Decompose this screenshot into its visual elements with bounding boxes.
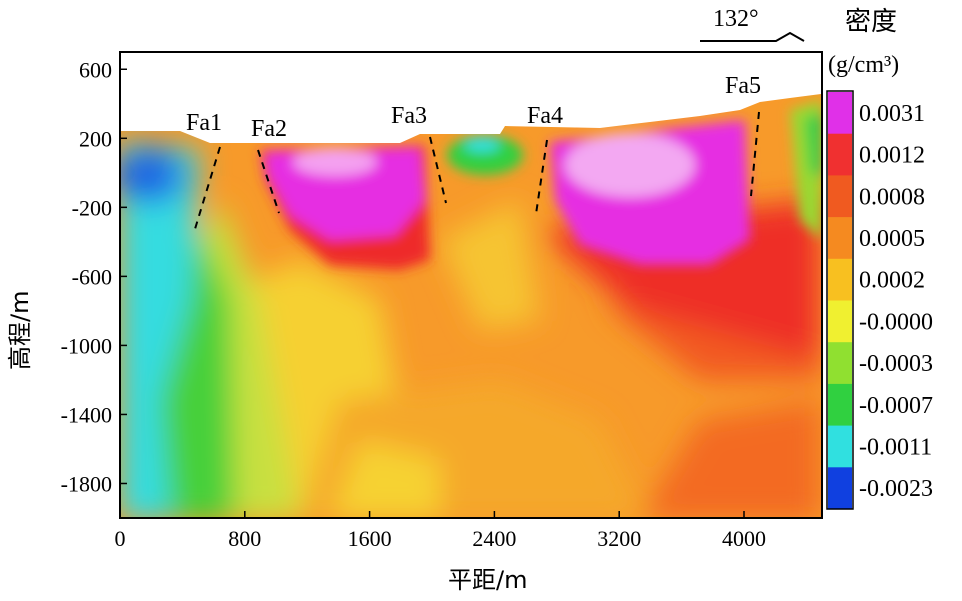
fault-fa2-label: Fa2 bbox=[251, 116, 287, 142]
x-axis: 0 800 1600 2400 3200 4000 bbox=[115, 511, 766, 551]
colorbar-tick-label: -0.0011 bbox=[859, 434, 932, 460]
colorbar-swatch bbox=[828, 342, 852, 385]
y-tick-label: -1400 bbox=[61, 402, 112, 427]
colorbar-tick-label: -0.0023 bbox=[859, 476, 933, 502]
y-axis: 600 200 -200 -600 -1000 -1400 -1800 bbox=[61, 57, 127, 496]
y-tick-label: -1800 bbox=[61, 471, 112, 496]
fault-fa5-label: Fa5 bbox=[725, 73, 761, 99]
colorbar-swatch bbox=[828, 133, 852, 176]
colorbar-tick-label: 0.0005 bbox=[859, 226, 925, 252]
colorbar-tick-label: 0.0008 bbox=[859, 184, 925, 210]
colorbar-tick-label: 0.0031 bbox=[859, 101, 925, 127]
x-axis-label: 平距/m bbox=[448, 566, 527, 594]
azimuth-indicator: 132° bbox=[700, 6, 805, 42]
colorbar-swatch bbox=[828, 217, 852, 260]
x-tick-label: 2400 bbox=[472, 526, 516, 551]
plot-frame bbox=[119, 51, 823, 519]
fault-fa3-line bbox=[429, 136, 447, 204]
x-tick-label: 800 bbox=[228, 526, 261, 551]
x-tick-label: 0 bbox=[115, 526, 126, 551]
fault-fa4-label: Fa4 bbox=[527, 103, 563, 129]
y-tick-label: 600 bbox=[79, 57, 112, 82]
colorbar: 密度 (g/cm³) 0.0031 0.0012 0.0008 0.0005 0.000… bbox=[826, 7, 933, 510]
colorbar-swatch bbox=[828, 92, 852, 135]
y-tick-label: 200 bbox=[79, 126, 112, 151]
direction-arrow-icon bbox=[700, 31, 805, 42]
azimuth-label: 132° bbox=[713, 6, 759, 32]
y-axis-label: 高程/m bbox=[6, 291, 34, 370]
fault-lines bbox=[194, 111, 760, 230]
colorbar-tick-label: -0.0007 bbox=[859, 393, 933, 419]
colorbar-swatch bbox=[828, 383, 852, 427]
colorbar-unit: (g/cm³) bbox=[828, 52, 899, 78]
x-tick-label: 4000 bbox=[722, 526, 766, 551]
colorbar-tick-label: 0.0002 bbox=[859, 268, 925, 294]
fault-fa1-label: Fa1 bbox=[186, 110, 222, 136]
fault-labels: Fa1 Fa2 Fa3 Fa4 Fa5 bbox=[186, 73, 761, 142]
colorbar-swatch bbox=[828, 425, 852, 468]
fault-fa1-line bbox=[194, 146, 221, 230]
colorbar-swatch bbox=[828, 175, 852, 218]
y-tick-label: -1000 bbox=[61, 333, 112, 358]
y-tick-label: -200 bbox=[72, 195, 112, 220]
fault-fa5-line bbox=[750, 111, 760, 197]
colorbar-frame bbox=[826, 90, 854, 510]
colorbar-title: 密度 bbox=[845, 7, 897, 37]
x-tick-label: 3200 bbox=[597, 526, 641, 551]
colorbar-swatch bbox=[828, 258, 852, 301]
y-tick-label: -600 bbox=[72, 264, 112, 289]
x-tick-label: 1600 bbox=[348, 526, 392, 551]
colorbar-swatch bbox=[828, 467, 852, 510]
colorbar-swatch bbox=[828, 300, 852, 343]
fault-fa2-line bbox=[257, 149, 280, 214]
colorbar-tick-label: 0.0012 bbox=[859, 143, 925, 169]
colorbar-tick-label: -0.0003 bbox=[859, 351, 933, 377]
heatmap-field bbox=[120, 94, 821, 517]
fault-fa3-label: Fa3 bbox=[391, 103, 427, 129]
colorbar-tick-label: -0.0000 bbox=[859, 309, 933, 335]
